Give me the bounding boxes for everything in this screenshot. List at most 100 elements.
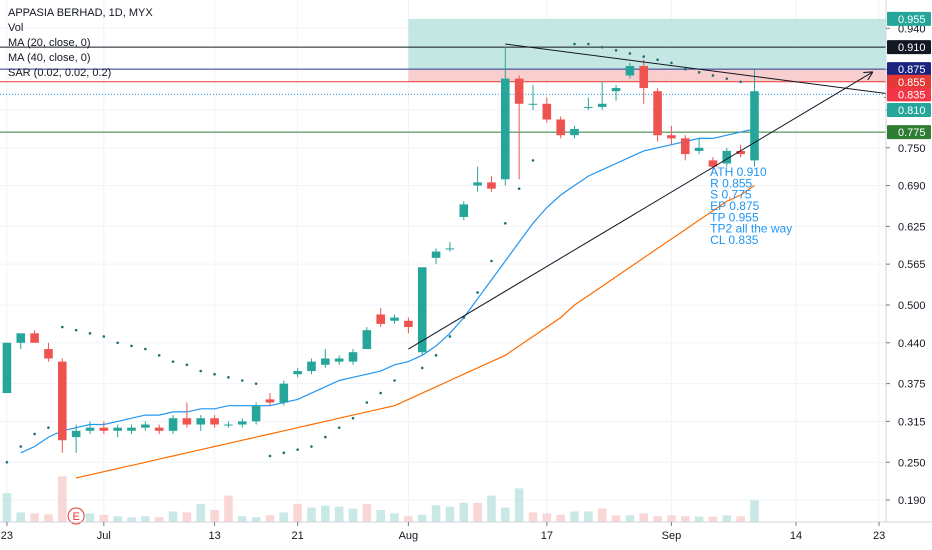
level-tag-text: 0.775: [898, 127, 926, 139]
trend-line: [505, 43, 893, 94]
candle-body: [127, 427, 136, 431]
candle: [168, 415, 178, 434]
sar-dot: [74, 328, 78, 332]
candle: [528, 84, 538, 111]
candle-body: [362, 330, 372, 350]
level-tag-text: 0.855: [898, 77, 926, 89]
sar-dot: [739, 80, 742, 84]
y-tick-label: 0.750: [898, 143, 926, 155]
candle: [210, 415, 219, 428]
candle-body: [99, 427, 109, 431]
sar-dot: [33, 432, 36, 436]
candle: [44, 342, 53, 362]
sar-dot: [587, 42, 590, 46]
volume-bar: [2, 493, 12, 522]
candle-body: [680, 138, 690, 155]
volume-bar: [182, 512, 192, 522]
volume-bar: [127, 517, 136, 522]
candle-body: [71, 430, 81, 438]
y-tick-label: 0.190: [898, 495, 926, 507]
candle-body: [722, 150, 732, 164]
earnings-marker-circle: [67, 507, 85, 525]
volume-bar: [639, 513, 649, 522]
candle-body: [390, 317, 399, 321]
candle: [639, 59, 649, 104]
sar-dot: [227, 376, 230, 379]
candle-body: [224, 424, 233, 426]
candle-body: [542, 103, 552, 120]
volume-bar: [473, 502, 482, 522]
candle: [362, 327, 372, 350]
candle: [667, 125, 676, 145]
sar-dot: [213, 372, 216, 376]
candle: [251, 402, 261, 425]
volume-bar: [487, 495, 496, 522]
sar-dot: [60, 325, 64, 329]
volume-bar: [584, 511, 593, 522]
level-tag-text: 0.910: [898, 42, 926, 54]
candle-body: [431, 251, 441, 258]
volume-bar: [265, 515, 275, 522]
volume-bar: [224, 495, 233, 522]
candle-body: [459, 204, 469, 217]
candle: [279, 380, 289, 406]
volume-bar: [196, 503, 206, 522]
x-tick-label: Aug: [399, 530, 419, 542]
candle-body: [570, 128, 579, 136]
candle: [459, 201, 469, 221]
volume-bar: [154, 517, 164, 522]
candle: [196, 415, 206, 431]
sar-dot: [476, 291, 479, 294]
volume-bar: [321, 505, 330, 522]
candle-body: [694, 147, 704, 151]
x-tick-label: 23: [873, 530, 885, 542]
candle-body: [168, 418, 178, 431]
candle: [556, 116, 565, 139]
candle-body: [141, 424, 150, 428]
volume-bar: [611, 515, 621, 522]
candle: [404, 317, 413, 334]
candle: [542, 97, 552, 123]
candle-body: [113, 427, 122, 431]
volume-bar: [210, 510, 219, 522]
y-tick-label: 0.250: [898, 457, 926, 469]
candle: [431, 248, 441, 265]
x-tick-label: 14: [790, 530, 802, 542]
legend-ma20[interactable]: MA (20, close, 0): [8, 37, 91, 49]
candle: [376, 308, 385, 328]
volume-bar: [667, 515, 676, 522]
sar-dot: [116, 341, 119, 345]
y-tick-label: 0.690: [898, 181, 926, 193]
candle: [501, 47, 510, 186]
level-tag-text: 0.875: [898, 64, 926, 76]
x-tick-label: 21: [292, 530, 304, 542]
price-tag-bg: [887, 11, 931, 26]
legend-volume[interactable]: Vol: [8, 22, 24, 34]
volume-bar: [722, 515, 732, 522]
volume-bar: [625, 515, 635, 522]
volume-bar: [293, 503, 302, 522]
legend-sar[interactable]: SAR (0.02, 0.02, 0.2): [8, 67, 112, 79]
legend-ma40[interactable]: MA (40, close, 0): [8, 52, 91, 64]
candle: [348, 349, 358, 365]
ma40-line: [75, 185, 755, 479]
sar-dot: [337, 426, 341, 429]
candle-body: [417, 267, 427, 353]
target-zone: [408, 18, 886, 70]
candle-body: [154, 427, 164, 431]
level-tag-bg: [887, 125, 931, 140]
annotation-line: ATH 0.910: [710, 165, 767, 179]
price-tag-text: 0.955: [898, 14, 926, 26]
chart-title: APPASIA BERHAD, 1D, MYX: [8, 7, 153, 19]
volume-bar: [514, 488, 524, 522]
candle-body: [85, 427, 95, 431]
earnings-marker-label: E: [72, 511, 79, 523]
sar-dot: [573, 42, 576, 46]
volume-bar: [85, 513, 95, 522]
sar-dot: [614, 49, 618, 52]
candle-body: [597, 103, 607, 107]
sar-dot: [670, 61, 673, 65]
sar-dot: [600, 45, 604, 49]
price-tag: 0.955: [887, 11, 931, 26]
